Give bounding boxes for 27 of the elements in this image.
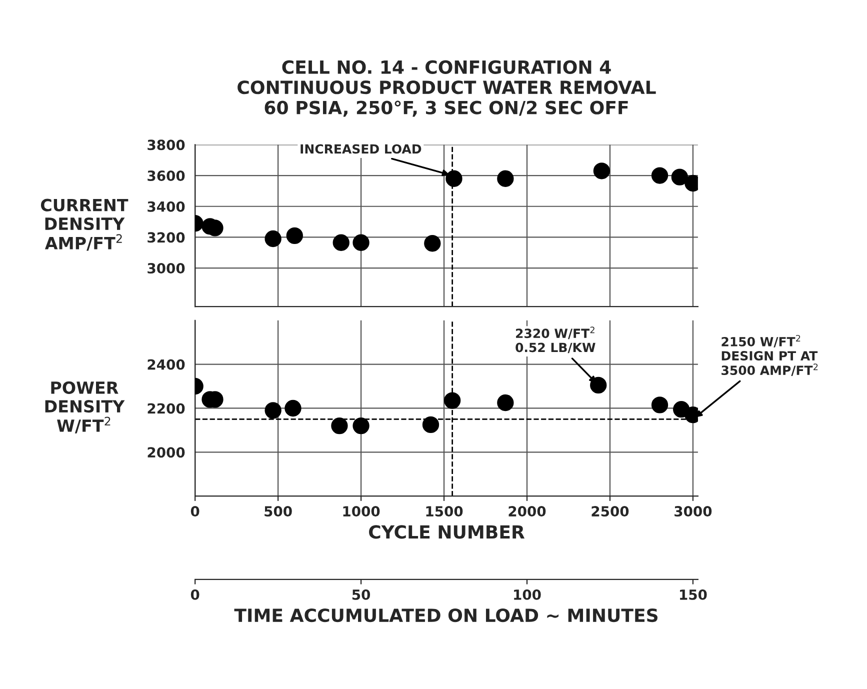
y-axis-title: CURRENT DENSITY AMP/FT$^{2}$ — [40, 198, 128, 251]
y-tick-label: 2400 — [148, 359, 185, 370]
x-tick-label: 3000 — [674, 506, 712, 517]
x2-tick-label: 50 — [352, 589, 370, 600]
y-tick-label: 2200 — [148, 403, 185, 414]
y-tick-label: 3400 — [148, 201, 185, 212]
x-axis-title: CYCLE NUMBER — [369, 525, 525, 539]
y-tick-label: 3800 — [148, 140, 185, 150]
x2-tick-label: 0 — [190, 589, 200, 600]
x-tick-label: 500 — [264, 506, 292, 517]
x-tick-label: 1000 — [343, 506, 380, 517]
x-tick-label: 0 — [190, 506, 200, 517]
chart-title: CELL NO. 14 - CONFIGURATION 4 CONTINUOUS PRODUCT WATER REMOVAL 60 PSIA, 250°F, 3 SEC ON/2 SEC OFF — [238, 60, 656, 117]
y-tick-label: 3000 — [148, 263, 185, 274]
x-tick-label: 2500 — [592, 506, 629, 517]
y-tick-label: 3600 — [148, 170, 185, 182]
annotation: INCREASED LOAD — [300, 144, 422, 154]
annotation: 2150 W/FT$^{2}$ DESIGN PT AT 3500 AMP/FT$^{2}$ — [722, 334, 818, 376]
annotation: 2320 W/FT$^{2}$ 0.52 LB/KW — [516, 326, 596, 354]
x2-axis-title: TIME ACCUMULATED ON LOAD ~ MINUTES — [234, 608, 658, 622]
x2-tick-label: 150 — [680, 589, 707, 600]
x2-tick-label: 100 — [514, 589, 541, 600]
y-tick-label: 3200 — [148, 232, 185, 243]
y-axis-title: POWER DENSITY W/FT$^{2}$ — [45, 381, 125, 434]
y-tick-label: 2000 — [148, 447, 185, 458]
x-tick-label: 2000 — [508, 506, 546, 517]
x-tick-label: 1500 — [426, 506, 463, 517]
